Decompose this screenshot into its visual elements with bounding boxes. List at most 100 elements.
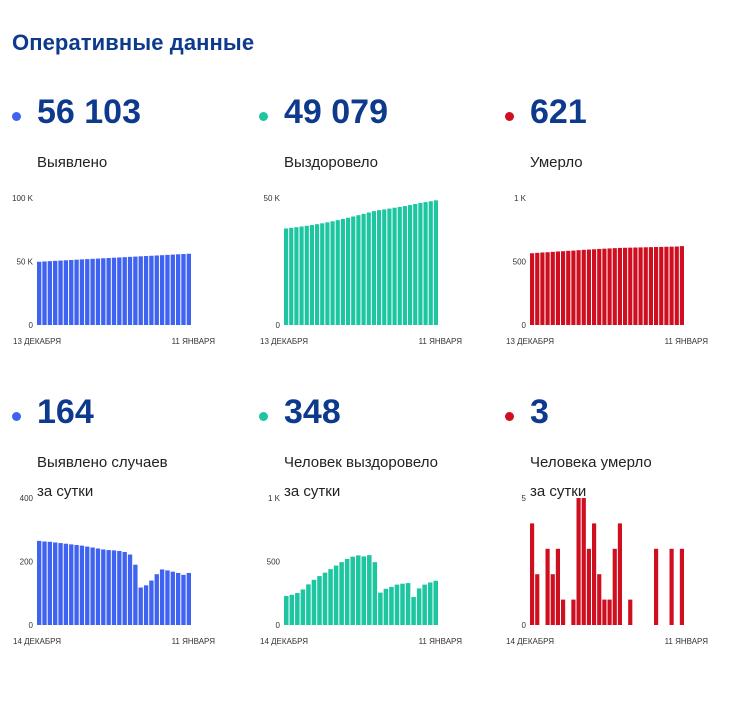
stat-value: 49 079 bbox=[284, 93, 388, 131]
bar bbox=[422, 584, 427, 625]
legend-dot-green bbox=[259, 112, 268, 121]
bar bbox=[346, 217, 351, 325]
stat-caption: Человека умерло за сутки bbox=[530, 448, 652, 506]
x-end-label: 11 ЯНВАРЯ bbox=[419, 337, 463, 346]
bar bbox=[654, 548, 659, 625]
bar bbox=[592, 249, 597, 325]
bar bbox=[63, 543, 69, 625]
bar bbox=[311, 579, 317, 625]
y-tick-label: 50 K bbox=[17, 258, 34, 267]
bar bbox=[47, 261, 53, 325]
bar bbox=[95, 258, 101, 325]
bar bbox=[530, 523, 535, 625]
bar bbox=[586, 548, 591, 625]
stat-panel-deaths-daily: 3 Человека умерло за сутки 0 5 14 ДЕКАБРЯ 1… bbox=[505, 392, 743, 712]
bar bbox=[284, 596, 289, 625]
bar bbox=[433, 580, 438, 625]
y-tick-label: 50 K bbox=[264, 194, 281, 203]
bar bbox=[122, 257, 127, 325]
y-tick-label: 0 bbox=[522, 321, 527, 330]
legend-dot-red bbox=[505, 412, 514, 421]
bar bbox=[427, 582, 433, 625]
bar bbox=[617, 247, 622, 325]
bar bbox=[101, 549, 106, 625]
bar bbox=[58, 543, 63, 625]
bar bbox=[127, 256, 133, 325]
bar bbox=[299, 226, 304, 325]
legend-dot-blue bbox=[12, 412, 21, 421]
y-tick-label: 0 bbox=[522, 621, 527, 630]
bar bbox=[330, 221, 335, 325]
bar bbox=[122, 551, 127, 625]
bar bbox=[186, 572, 191, 625]
bar bbox=[133, 256, 138, 325]
bar bbox=[566, 250, 571, 325]
bar bbox=[47, 541, 53, 625]
stat-caption-line: за сутки bbox=[530, 483, 587, 500]
bar bbox=[85, 259, 90, 325]
y-tick-label: 0 bbox=[29, 321, 34, 330]
bar bbox=[648, 247, 653, 325]
y-tick-label: 200 bbox=[20, 558, 34, 567]
bar bbox=[315, 224, 320, 325]
stat-caption-line: Выявлено случаев bbox=[37, 454, 168, 471]
legend-dot-red bbox=[505, 112, 514, 121]
bar bbox=[423, 202, 428, 325]
bar bbox=[289, 594, 295, 625]
bar bbox=[111, 550, 117, 625]
bar bbox=[607, 599, 612, 625]
x-end-label: 11 ЯНВАРЯ bbox=[665, 637, 709, 646]
bar bbox=[284, 228, 289, 325]
x-end-label: 11 ЯНВАРЯ bbox=[665, 337, 709, 346]
bar bbox=[413, 203, 418, 325]
bar bbox=[416, 588, 422, 625]
y-tick-label: 1 K bbox=[268, 494, 281, 503]
bar bbox=[37, 540, 42, 625]
bar bbox=[58, 260, 63, 325]
stat-caption: Человек выздоровело за сутки bbox=[284, 448, 438, 506]
bar bbox=[320, 223, 325, 325]
stat-panel-deaths-total: 621 Умерло 0 500 1 K 13 ДЕКАБРЯ 11 ЯНВАРЯ bbox=[505, 92, 743, 412]
bar bbox=[101, 258, 106, 325]
bar bbox=[133, 564, 138, 625]
stat-caption-line: Выявлено bbox=[37, 154, 108, 171]
bar bbox=[592, 523, 597, 625]
bar bbox=[37, 261, 42, 325]
bar bbox=[106, 257, 111, 325]
bar-chart-deaths-daily: 0 5 14 ДЕКАБРЯ 11 ЯНВАРЯ bbox=[506, 494, 709, 646]
bar bbox=[394, 584, 400, 625]
bar bbox=[367, 555, 372, 625]
bar bbox=[85, 546, 90, 625]
bar bbox=[382, 209, 387, 325]
page-title: Оперативные данные bbox=[12, 30, 255, 55]
bar bbox=[402, 206, 407, 325]
bar bbox=[428, 201, 433, 325]
stat-caption-line: за сутки bbox=[37, 483, 94, 500]
bar bbox=[366, 212, 371, 325]
x-end-label: 11 ЯНВАРЯ bbox=[172, 337, 216, 346]
stat-panel-detected-total: 56 103 Выявлено 0 50 K 100 K 13 ДЕКАБРЯ 11 Я… bbox=[12, 92, 252, 412]
bar bbox=[571, 250, 576, 325]
bar bbox=[555, 251, 560, 325]
x-start-label: 14 ДЕКАБРЯ bbox=[260, 637, 308, 646]
bar bbox=[612, 548, 617, 625]
bar bbox=[111, 257, 117, 325]
y-tick-label: 0 bbox=[276, 621, 281, 630]
bar bbox=[643, 247, 648, 325]
bar bbox=[117, 551, 122, 625]
legend-dot-green bbox=[259, 412, 268, 421]
bar bbox=[361, 556, 367, 625]
bar bbox=[400, 583, 405, 625]
bar bbox=[333, 565, 339, 625]
bar bbox=[617, 523, 622, 625]
bar bbox=[339, 562, 344, 625]
bar bbox=[674, 246, 679, 325]
stat-panel-recovered-daily: 348 Человек выздоровело за сутки 0 500 1 K… bbox=[259, 392, 499, 712]
bar bbox=[328, 569, 333, 625]
bar bbox=[165, 254, 170, 325]
stat-value: 348 bbox=[284, 393, 341, 431]
bar bbox=[154, 574, 159, 625]
bar bbox=[561, 251, 566, 325]
bar bbox=[679, 246, 684, 325]
bar bbox=[344, 558, 350, 625]
